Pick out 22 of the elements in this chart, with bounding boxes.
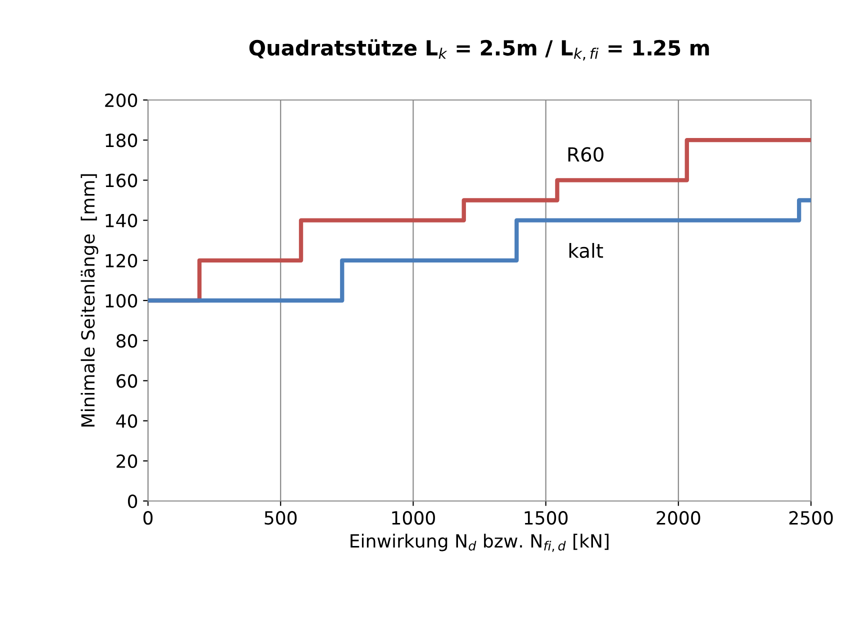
y-tick-label: 80 <box>116 334 138 348</box>
y-tick-label: 100 <box>106 294 138 308</box>
series-label: R60 <box>568 147 604 162</box>
y-tick-label: 0 <box>128 494 138 508</box>
x-tick-label: 1500 <box>524 511 568 525</box>
chart-title: Quadratstütze L$_{k}$ = 2.5m / L$_{k,fi}$ = 1.25 m <box>249 39 709 61</box>
y-tick-label: 140 <box>106 214 138 228</box>
x-tick-label: 2500 <box>789 511 833 525</box>
y-tick-label: 20 <box>116 454 138 468</box>
y-axis-title: Minimale Seitenlänge [mm] <box>80 174 98 427</box>
x-tick-label: 500 <box>264 511 297 525</box>
x-tick-label: 2000 <box>656 511 700 525</box>
y-tick-label: 160 <box>106 174 138 188</box>
series-label: kalt <box>569 242 604 258</box>
y-tick-label: 180 <box>106 134 138 148</box>
y-tick-label: 200 <box>105 93 138 108</box>
x-tick-label: 0 <box>143 511 153 525</box>
y-tick-label: 120 <box>106 254 138 268</box>
x-axis-title: Einwirkung N$_{d}$ bzw. N$_{fi,d}$ [kN] <box>350 534 608 552</box>
x-tick-label: 1000 <box>392 511 435 525</box>
y-tick-label: 40 <box>116 414 138 428</box>
y-tick-label: 60 <box>116 374 138 388</box>
